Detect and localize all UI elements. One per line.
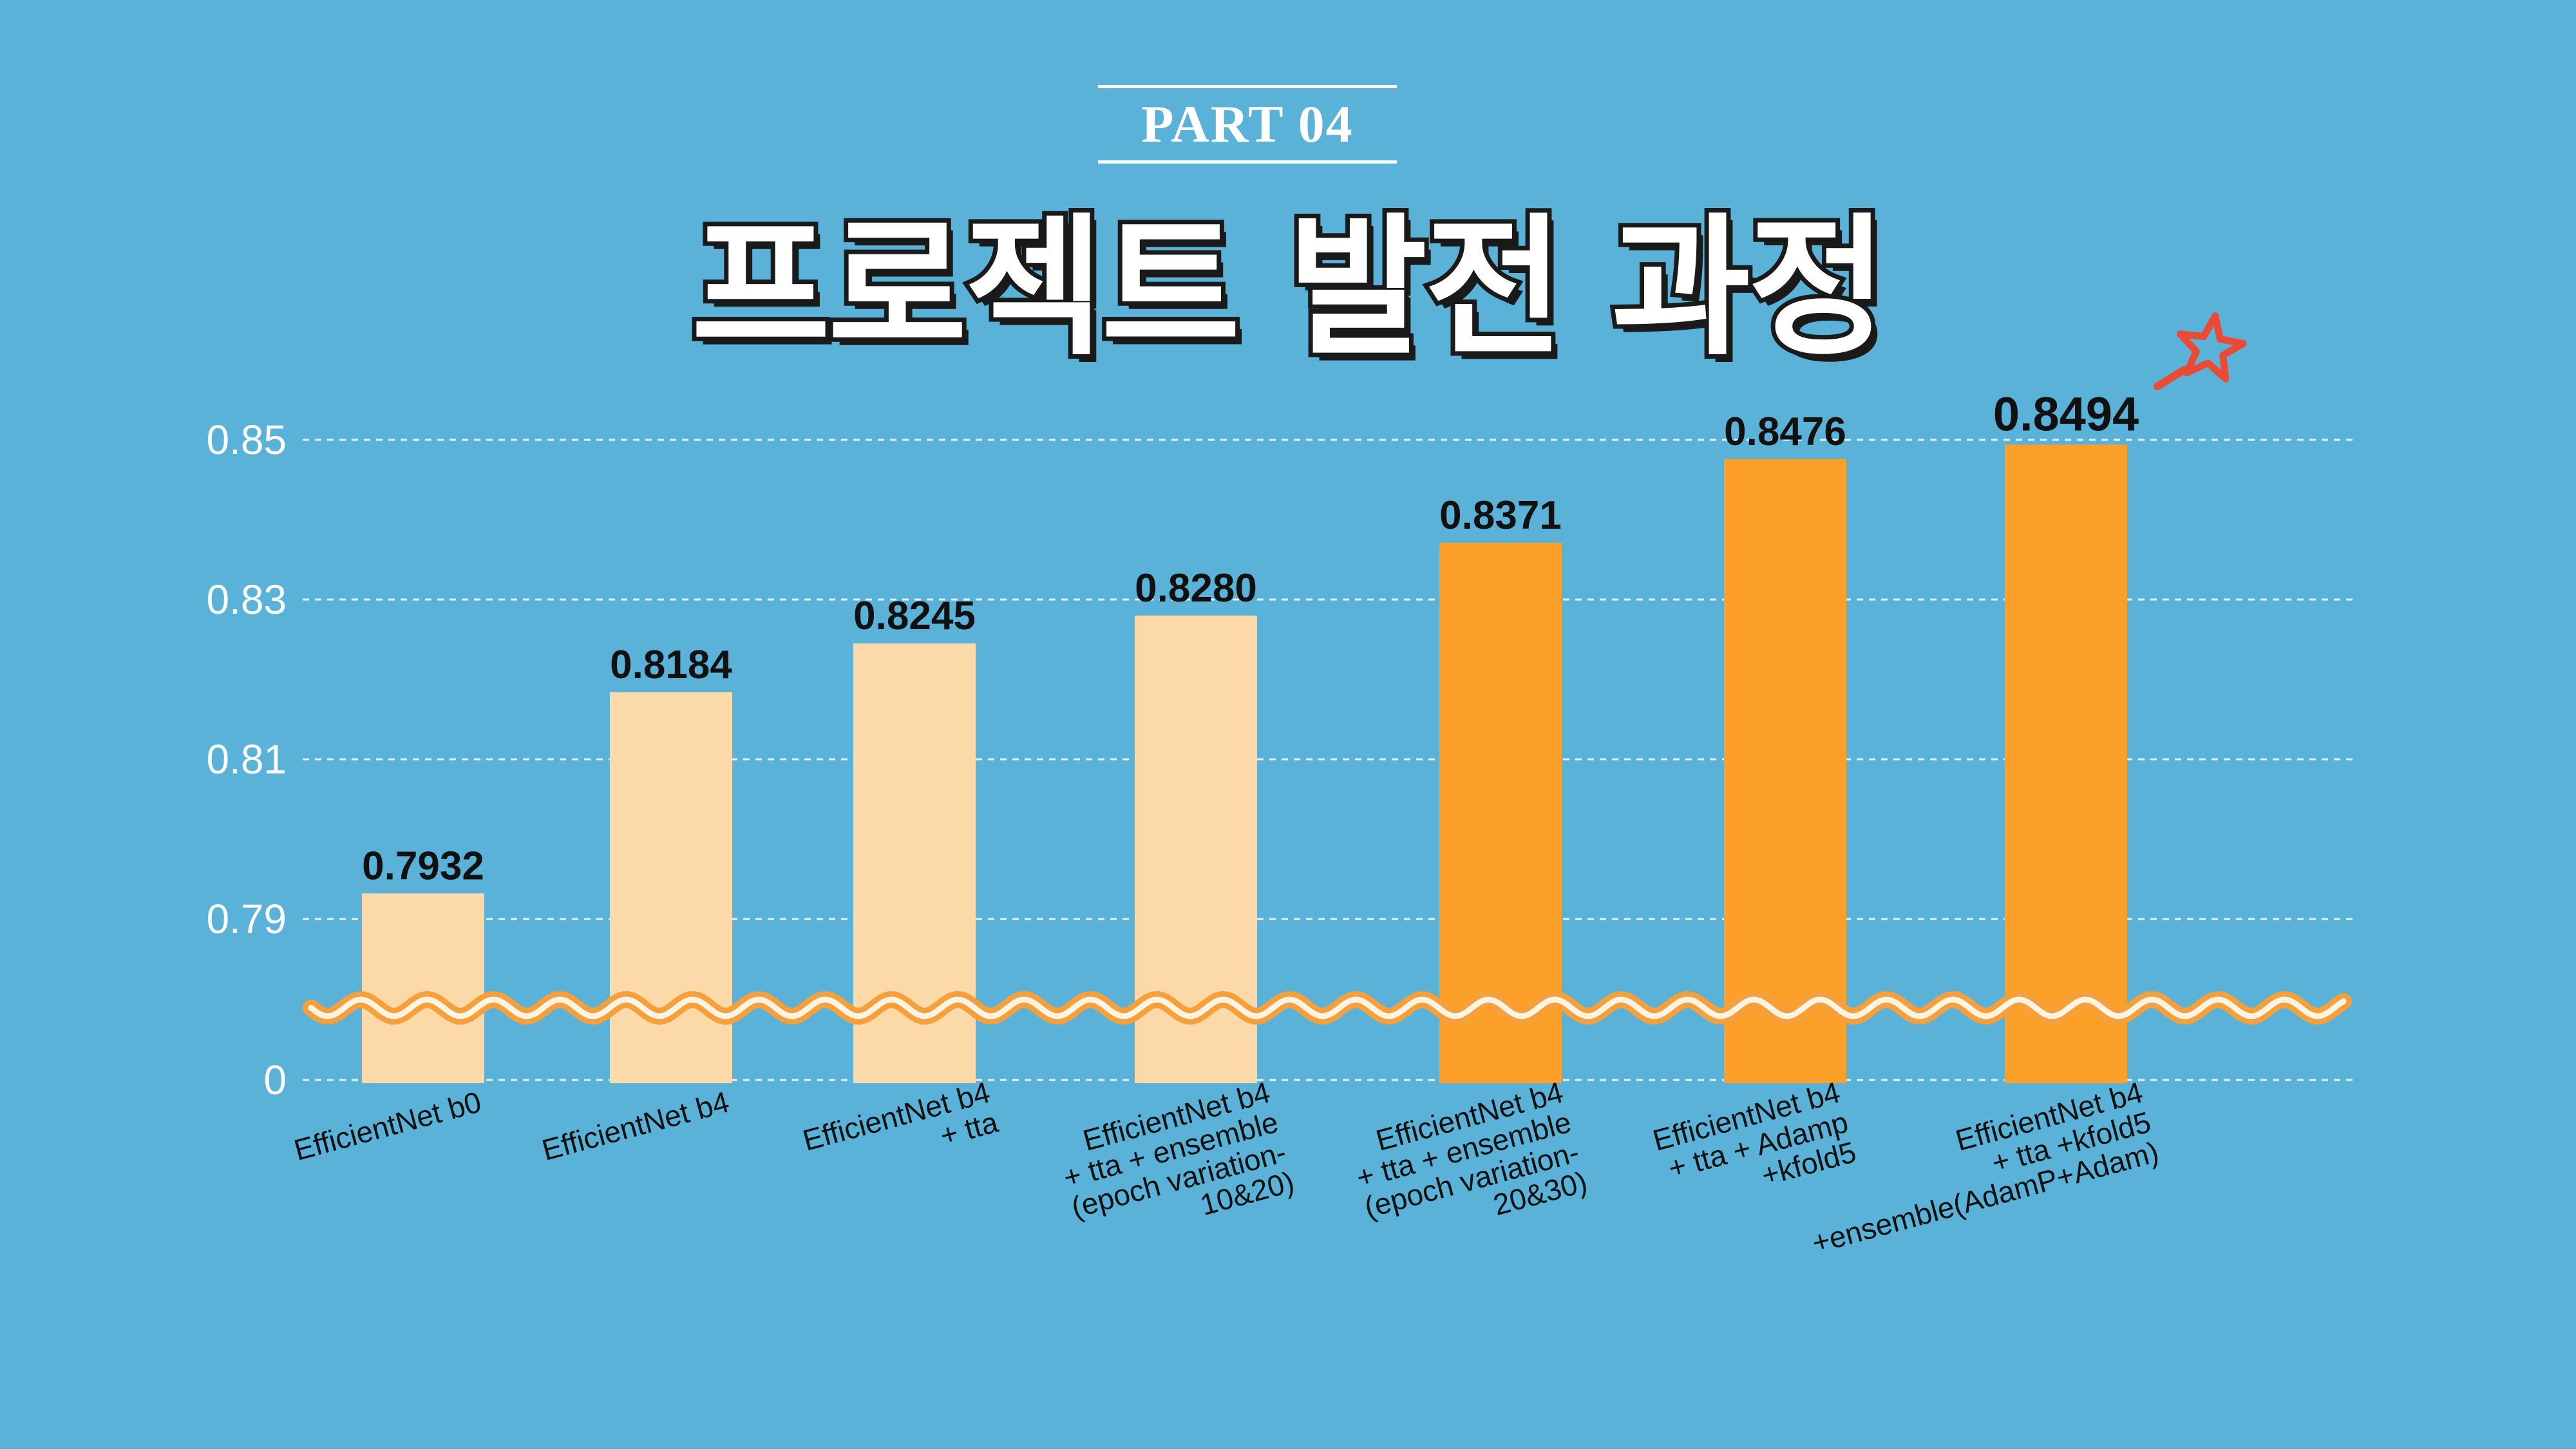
bar (1724, 459, 1846, 1083)
y-tick-label: 0.81 (206, 736, 287, 782)
x-tick-label: EfficientNet b4+ tta + ensemble(epoch va… (1052, 1075, 1298, 1254)
x-tick-text: EfficientNet b4+ tta + ensemble(epoch va… (1052, 1075, 1298, 1254)
x-tick-line: +ensemble(AdamP+Adam) (1808, 1135, 2162, 1260)
part-label: PART 04 (1098, 85, 1397, 164)
x-tick-label: EfficientNet b0 (290, 1084, 485, 1166)
data-label: 0.8280 (1135, 566, 1257, 611)
star-icon (2177, 312, 2247, 383)
bar (1439, 542, 1562, 1083)
data-label: 0.8494 (1993, 387, 2139, 440)
star-dash (2154, 366, 2188, 390)
data-label: 0.8184 (610, 643, 732, 687)
x-tick-text: EfficientNet b4+ tta + ensemble(epoch va… (1345, 1075, 1591, 1254)
data-label: 0.8245 (853, 594, 976, 638)
x-tick-label: EfficientNet b4+ tta + Adamp+kfold5 (1649, 1075, 1859, 1217)
x-tick-line: EfficientNet b0 (290, 1084, 485, 1166)
page-title: 프로젝트 발전 과정 (687, 200, 1891, 376)
data-label: 0.7932 (362, 844, 484, 888)
x-tick-label: EfficientNet b4+ tta (799, 1075, 1001, 1187)
x-tick-text: EfficientNet b0 (290, 1084, 485, 1166)
x-tick-text: EfficientNet b4+ tta (799, 1075, 1001, 1187)
data-label: 0.8371 (1439, 493, 1562, 538)
x-tick-line: EfficientNet b4 (538, 1084, 733, 1166)
x-tick-label: EfficientNet b4+ tta + ensemble(epoch va… (1345, 1075, 1591, 1254)
y-tick-label: 0 (263, 1057, 287, 1103)
x-tick-label: EfficientNet b4 (538, 1084, 733, 1166)
data-label: 0.8476 (1724, 410, 1846, 454)
x-tick-text: EfficientNet b4 (538, 1084, 733, 1166)
bar (362, 893, 484, 1083)
bar (610, 692, 732, 1083)
bar (2005, 444, 2127, 1083)
y-tick-label: 0.85 (206, 417, 287, 463)
x-tick-text: EfficientNet b4+ tta + Adamp+kfold5 (1649, 1075, 1859, 1217)
y-tick-label: 0.83 (206, 576, 287, 623)
y-tick-label: 0.79 (206, 896, 287, 942)
axis-break-wave-inner (308, 996, 2347, 1019)
